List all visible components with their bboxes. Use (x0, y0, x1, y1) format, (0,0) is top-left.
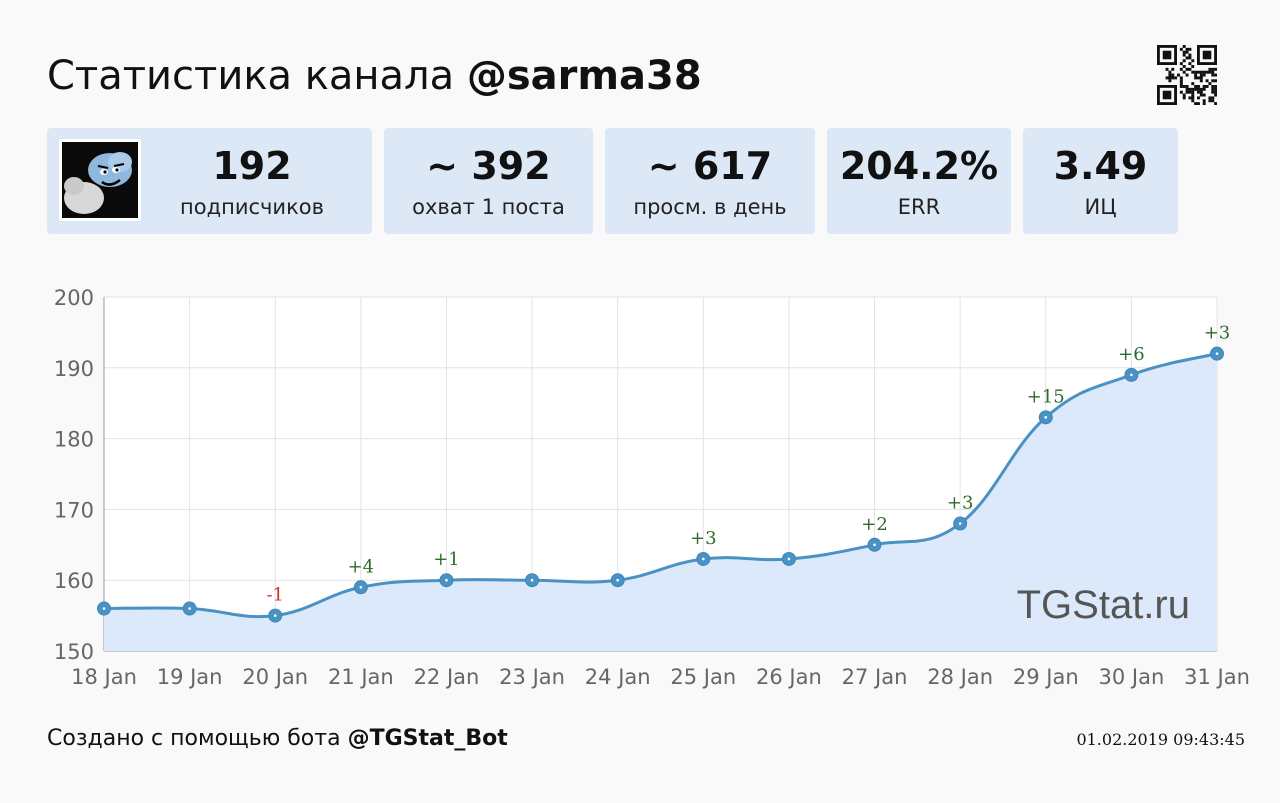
series-line (103, 352, 1218, 619)
x-tick-label: 26 Jan (756, 665, 822, 689)
delta-label: +3 (947, 493, 974, 514)
data-point-center (273, 614, 277, 617)
footer-credit: Создано с помощью бота @TGStat_Bot (47, 725, 508, 753)
y-tick-label: 160 (54, 569, 94, 593)
y-tick-label: 200 (54, 286, 94, 310)
x-tick-label: 25 Jan (670, 665, 736, 689)
delta-labels: -1 +4 +1 +3 +2 +3 +15 +6 +3 (266, 323, 1230, 606)
data-point-center (958, 522, 962, 525)
delta-label: +4 (348, 556, 375, 577)
delta-label: +15 (1027, 386, 1065, 407)
err-card: 204.2% ERR (827, 128, 1011, 234)
err-value: 204.2% (839, 144, 999, 188)
subscribers-chart: -1 +4 +1 +3 +2 +3 +15 +6 +3 150 160 170 180 190 200 1… (54, 286, 1250, 689)
data-point-center (787, 557, 791, 561)
data-point-center (1130, 373, 1133, 377)
y-tick-label: 180 (54, 428, 94, 452)
qr-code-icon (1157, 45, 1217, 105)
data-points (97, 346, 1224, 623)
x-tick-label: 31 Jan (1184, 665, 1250, 689)
data-point-center (530, 578, 534, 582)
x-tick-label: 30 Jan (1098, 665, 1164, 689)
data-point-center (445, 578, 448, 582)
page-title: Статистика канала @sarma38 (47, 50, 702, 102)
x-tick-label: 24 Jan (585, 665, 651, 689)
daily-views-value: ~ 617 (647, 144, 773, 188)
daily-views-card: ~ 617 просм. в день (605, 128, 815, 234)
title-prefix: Статистика канала (47, 53, 467, 99)
x-tick-label: 28 Jan (927, 665, 993, 689)
footer-prefix: Создано с помощью бота (47, 726, 348, 751)
subscribers-label: подписчиков (180, 195, 324, 219)
err-label: ERR (897, 195, 941, 219)
x-tick-label: 23 Jan (499, 665, 565, 689)
data-point-center (1044, 416, 1048, 419)
timestamp: 01.02.2019 09:43:45 (1076, 730, 1245, 749)
channel-avatar (59, 139, 141, 221)
x-tick-label: 20 Jan (242, 665, 308, 689)
delta-label: +6 (1118, 344, 1145, 365)
reach-value: ~ 392 (426, 144, 551, 188)
y-tick-label: 190 (54, 357, 94, 381)
data-point-center (873, 543, 876, 547)
delta-label: +3 (1204, 323, 1231, 344)
reach-card: ~ 392 охват 1 поста (384, 128, 593, 234)
x-tick-label: 22 Jan (414, 665, 480, 689)
x-axis: 18 Jan 19 Jan 20 Jan 21 Jan 22 Jan 23 Jan 24 J… (71, 665, 1250, 689)
data-point-center (359, 585, 363, 589)
citation-card: 3.49 ИЦ (1023, 128, 1178, 234)
delta-label: +1 (433, 549, 460, 570)
data-point-center (702, 557, 705, 561)
delta-label: -1 (266, 585, 284, 606)
x-tick-label: 19 Jan (157, 665, 223, 689)
data-point-center (1215, 352, 1219, 355)
bot-link[interactable]: @TGStat_Bot (347, 726, 508, 751)
y-axis: 150 160 170 180 190 200 (54, 286, 94, 664)
y-tick-label: 170 (54, 498, 94, 522)
area-fill (104, 353, 1217, 651)
subscribers-value: 192 (212, 144, 292, 188)
x-tick-label: 18 Jan (71, 665, 137, 689)
data-point-center (188, 607, 191, 610)
delta-label: +2 (861, 514, 888, 535)
citation-label: ИЦ (1084, 195, 1117, 219)
reach-label: охват 1 поста (412, 195, 565, 219)
y-tick-label: 150 (54, 640, 94, 664)
x-tick-label: 29 Jan (1013, 665, 1079, 689)
channel-name: @sarma38 (466, 53, 702, 99)
x-tick-label: 21 Jan (328, 665, 394, 689)
daily-views-label: просм. в день (633, 195, 787, 219)
citation-value: 3.49 (1053, 144, 1148, 188)
data-point-center (616, 578, 619, 582)
data-point-center (102, 607, 106, 610)
watermark: TGStat.ru (1017, 583, 1190, 627)
x-tick-label: 27 Jan (842, 665, 908, 689)
delta-label: +3 (690, 528, 717, 549)
